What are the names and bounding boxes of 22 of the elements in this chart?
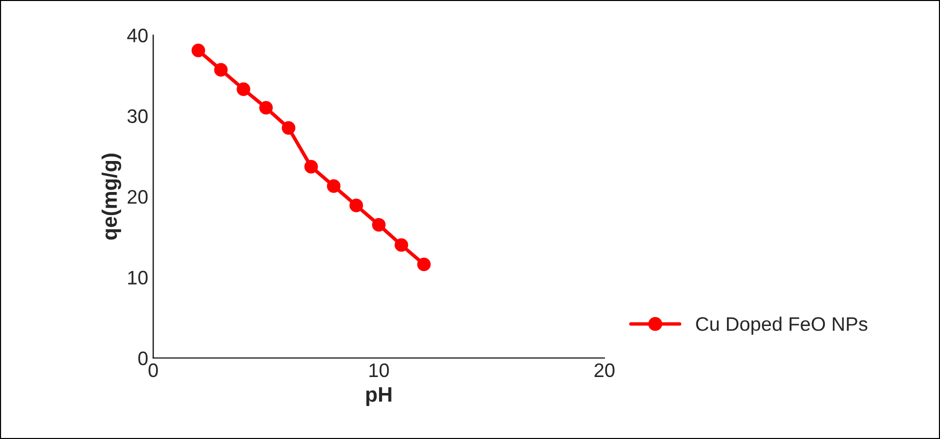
y-tick-label: 10 (128, 270, 148, 285)
x-tick-label: 0 (148, 363, 158, 378)
point (214, 63, 228, 77)
point (394, 238, 408, 252)
y-tick-label: 40 (127, 28, 148, 42)
legend-label: Cu Doped FeO NPs (696, 316, 868, 335)
y-tick-label: 20 (128, 190, 148, 204)
y-axis-title: qe(mg/g) (102, 154, 122, 240)
x-axis-title: pH (366, 387, 392, 406)
y-tick-label: 30 (127, 109, 148, 124)
y-tick-label: 0 (138, 351, 148, 366)
point (236, 82, 250, 96)
point (372, 218, 386, 232)
point (304, 160, 318, 174)
point (192, 44, 206, 58)
point (259, 101, 273, 115)
point (326, 179, 340, 193)
point (349, 198, 364, 212)
point (282, 121, 296, 135)
x-tick-label: 20 (594, 363, 614, 378)
x-tick-label: 10 (369, 363, 389, 378)
point (417, 258, 431, 272)
